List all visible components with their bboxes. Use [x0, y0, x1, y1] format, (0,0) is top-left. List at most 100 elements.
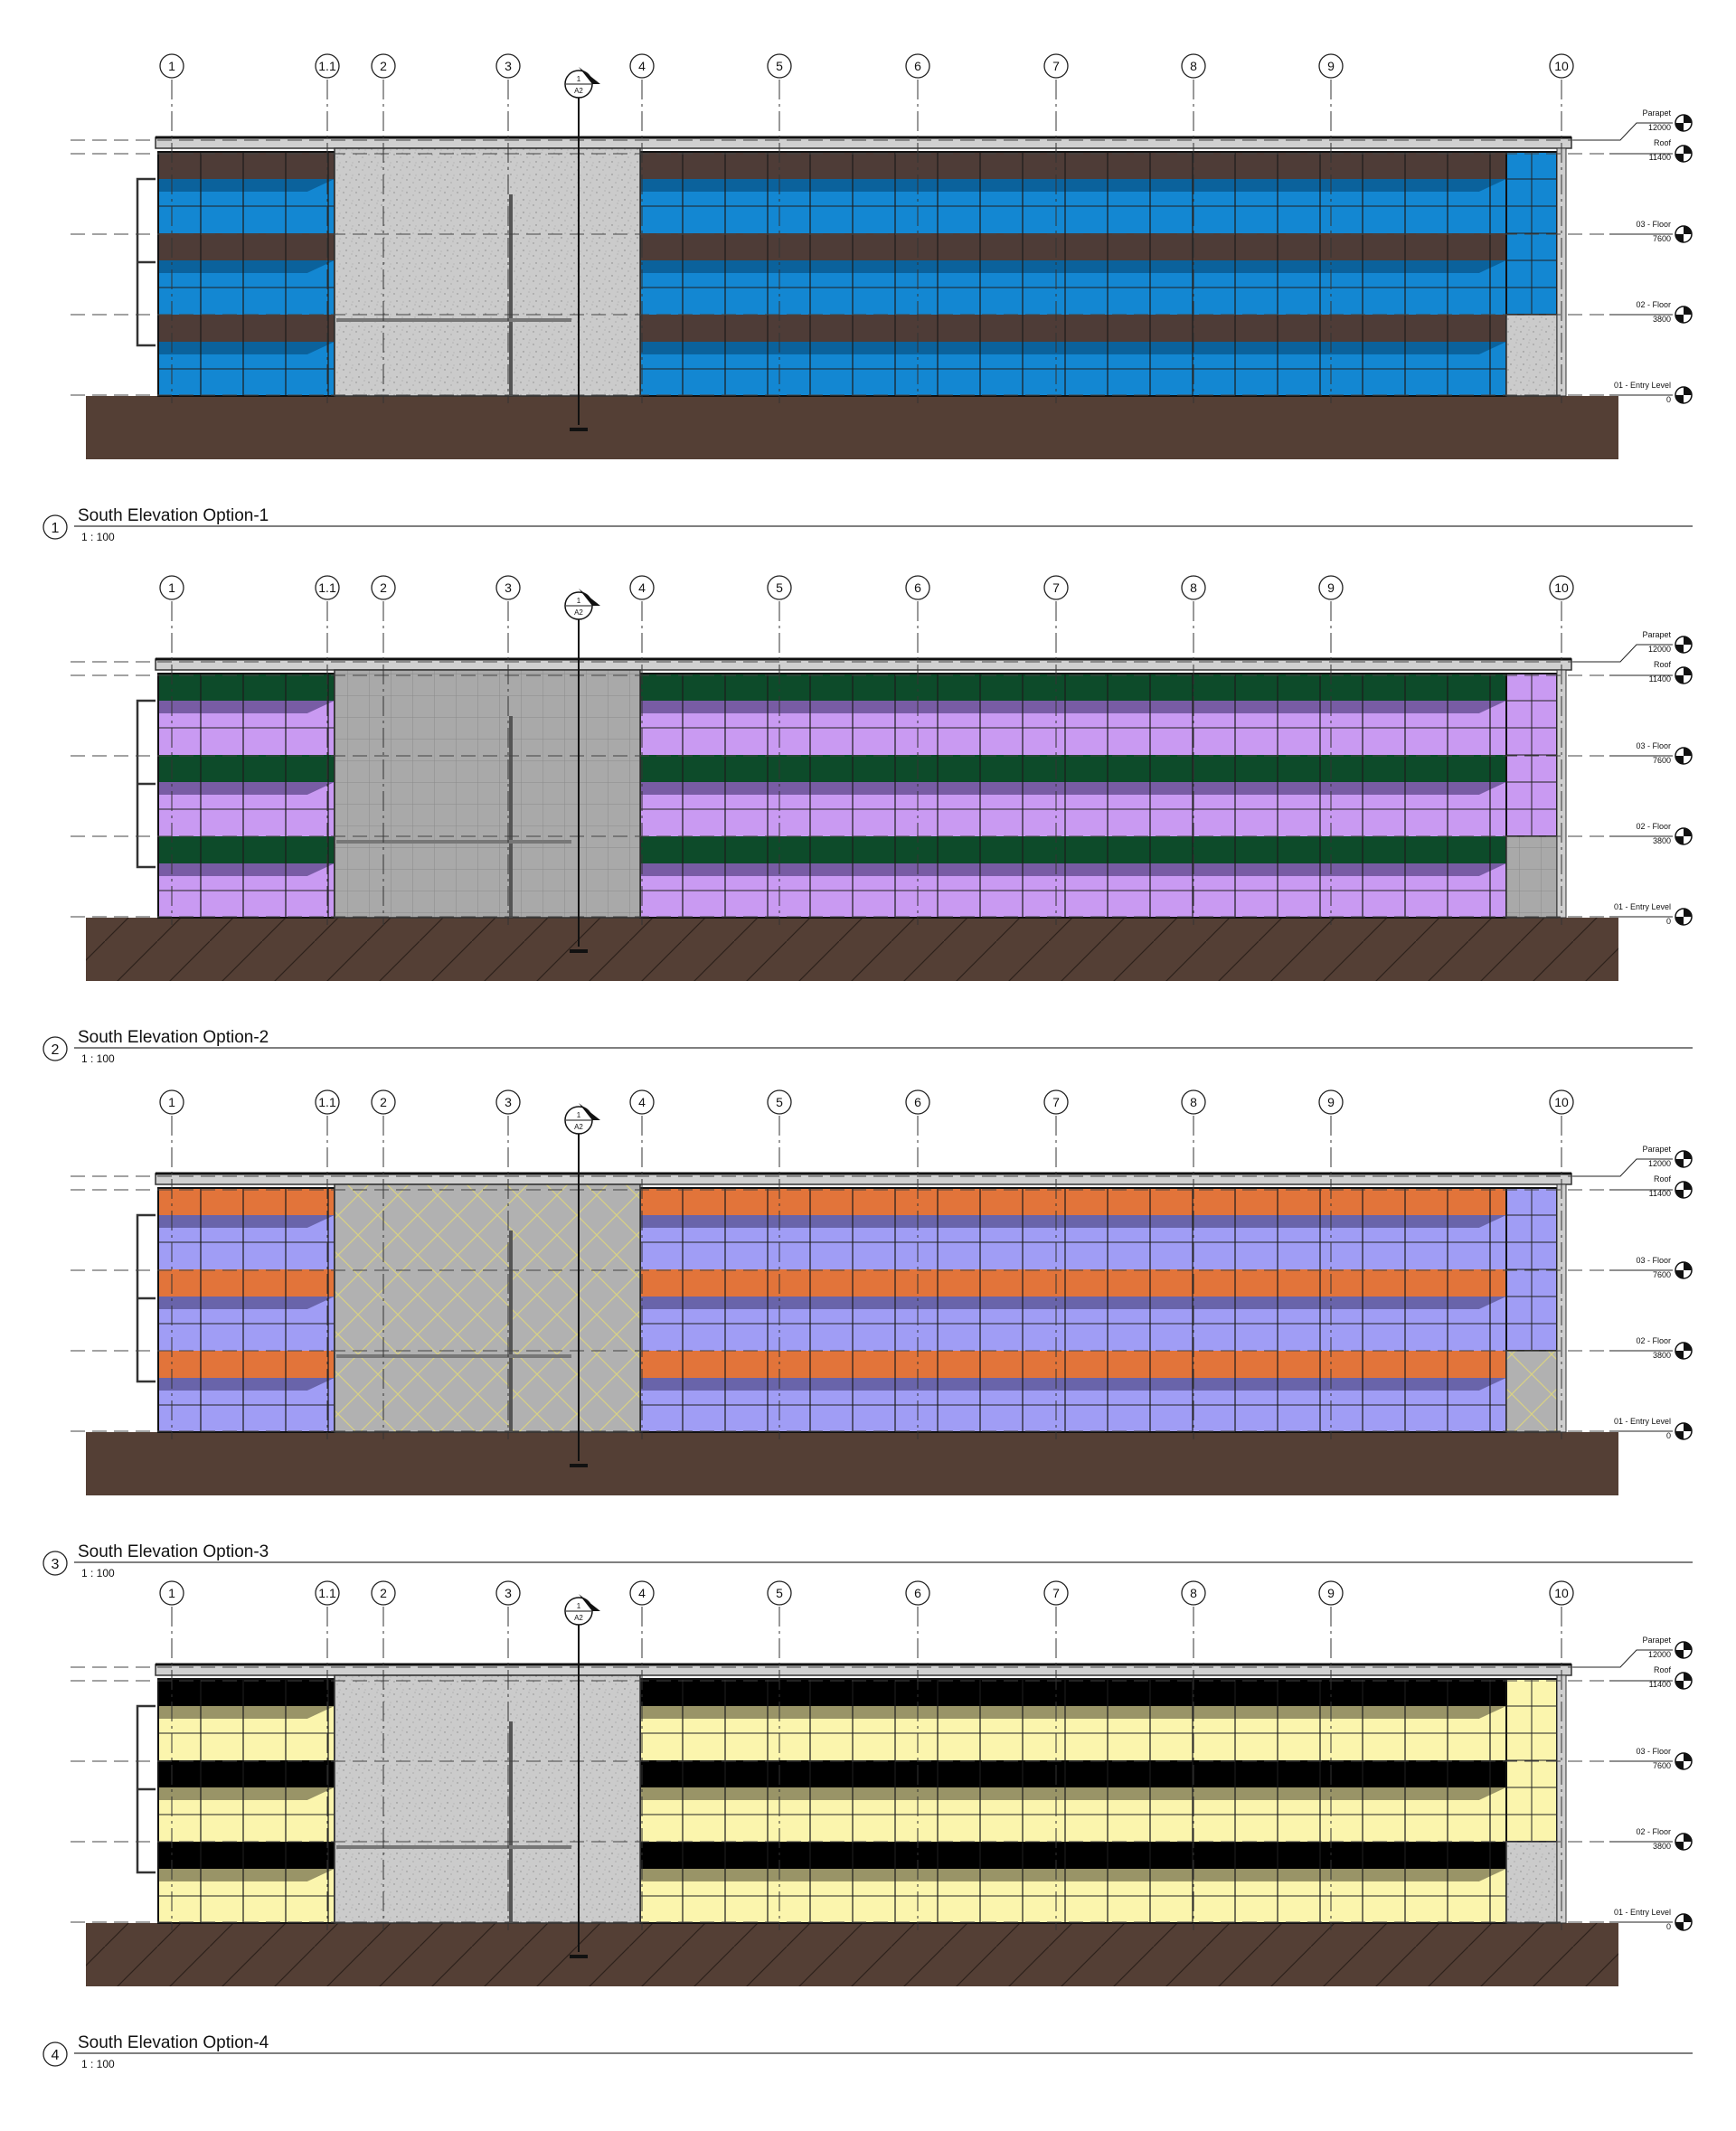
curtain-wall-bay [639, 673, 1507, 919]
grid-bubble [1318, 1089, 1344, 1115]
level-name: Roof [1654, 660, 1672, 669]
glazing-shadow [158, 1869, 335, 1881]
grid-label: 1.1 [318, 580, 336, 595]
glazing-shadow [158, 1706, 335, 1719]
view-number-bubble [42, 1551, 68, 1576]
glazing-shadow [640, 342, 1506, 354]
level-datum-quadrant [1684, 1151, 1692, 1159]
grid-label: 3 [505, 59, 512, 73]
stair-rail [136, 1704, 156, 1874]
grid-bubble [1043, 1089, 1069, 1115]
grid-label: 5 [776, 1586, 783, 1600]
level-datum-quadrant [1684, 828, 1692, 836]
grid-label: 9 [1327, 1095, 1335, 1109]
level-leader [1573, 122, 1673, 141]
level-datum-quadrant [1675, 645, 1684, 653]
level-elevation: 7600 [1653, 1270, 1671, 1279]
level-elevation: 11400 [1649, 674, 1671, 684]
grid-bubble [767, 53, 792, 79]
level-tag-2: 03 - Floor 7600 [1609, 741, 1693, 765]
level-datum-quadrant [1684, 1262, 1692, 1270]
grid-bubble [1318, 1580, 1344, 1606]
view-scale: 1 : 100 [81, 2058, 115, 2070]
glazing-shadow [640, 701, 1506, 713]
view-number: 1 [52, 521, 60, 536]
stair-rail [136, 699, 156, 869]
spandrel-band [158, 1269, 335, 1297]
level-tag-3: 02 - Floor 3800 [1609, 822, 1693, 845]
grid-bubble [1549, 53, 1574, 79]
level-datum-quadrant [1684, 387, 1692, 395]
level-name: 03 - Floor [1636, 1256, 1671, 1265]
grid-bubble [629, 1089, 655, 1115]
grid-label: 7 [1052, 580, 1060, 595]
spandrel-band [158, 674, 335, 701]
glazing-shadow [640, 1869, 1506, 1881]
level-name: 03 - Floor [1636, 741, 1671, 750]
glazing-shadow [640, 863, 1506, 876]
level-name: 02 - Floor [1636, 822, 1671, 831]
grid-label: 4 [638, 1586, 646, 1600]
grid-label: 1 [168, 1586, 175, 1600]
panel-beam [336, 1354, 571, 1358]
grid-bubble [315, 575, 340, 600]
level-datum-quadrant [1675, 756, 1684, 764]
level-tag-0: Parapet 12000 [1573, 1636, 1693, 1668]
parapet-slab [155, 1173, 1572, 1185]
level-datum-quadrant [1684, 909, 1692, 917]
curtain-wall-bay [157, 151, 335, 397]
grid-bubble [767, 1089, 792, 1115]
level-datum-quadrant [1684, 146, 1692, 154]
level-tag-4: 01 - Entry Level 0 [1609, 381, 1693, 404]
glazing-shadow [640, 179, 1506, 192]
level-tag-4: 01 - Entry Level 0 [1609, 902, 1693, 926]
curtain-wall-bay [639, 151, 1507, 397]
level-datum-quadrant [1684, 748, 1692, 756]
level-elevation: 0 [1666, 395, 1671, 404]
level-tag-2: 03 - Floor 7600 [1609, 220, 1693, 243]
view-number-bubble [42, 2041, 68, 2067]
level-datum-quadrant [1684, 1673, 1692, 1681]
level-elevation: 3800 [1653, 315, 1671, 324]
grid-bubble [315, 1089, 340, 1115]
view-title: South Elevation Option-4 [78, 2033, 269, 2052]
stair-rail [136, 1213, 156, 1383]
grid-label: 2 [380, 59, 387, 73]
grid-label: 5 [776, 59, 783, 73]
curtain-wall-bay [157, 1678, 335, 1924]
level-datum-quadrant [1684, 636, 1692, 645]
stair-base-panel [1505, 1350, 1558, 1433]
grid-label: 10 [1554, 580, 1569, 595]
exterior-stair [136, 1213, 156, 1383]
level-datum-quadrant [1675, 1159, 1684, 1167]
grid-label: 6 [914, 580, 921, 595]
grid-label: 1 [168, 1095, 175, 1109]
grid-label: 10 [1554, 1095, 1569, 1109]
view-title-block: 3 South Elevation Option-3 1 : 100 [42, 1542, 1693, 1579]
grid-label: 6 [914, 1095, 921, 1109]
level-name: Parapet [1642, 1636, 1671, 1645]
spandrel-band [158, 233, 335, 260]
ground-slab [86, 396, 1618, 459]
grid-label: 5 [776, 580, 783, 595]
level-datum-quadrant [1675, 1842, 1684, 1850]
glazing-shadow [158, 260, 335, 273]
stair-base-panel [1505, 314, 1558, 397]
grid-bubble [629, 53, 655, 79]
curtain-wall-bay [157, 673, 335, 919]
grid-label: 1.1 [318, 1586, 336, 1600]
spandrel-band [158, 1679, 335, 1706]
level-leader [1573, 1158, 1673, 1177]
level-elevation: 11400 [1649, 1680, 1671, 1689]
level-datum-quadrant [1684, 1914, 1692, 1922]
stair-base-panel [1505, 835, 1558, 919]
level-elevation: 12000 [1648, 123, 1671, 132]
exterior-stair [136, 699, 156, 869]
grid-bubble [1043, 53, 1069, 79]
grid-label: 8 [1190, 1586, 1197, 1600]
view-number: 3 [52, 1557, 60, 1572]
level-name: 02 - Floor [1636, 300, 1671, 309]
glazing-shadow [640, 1297, 1506, 1309]
level-name: 01 - Entry Level [1614, 381, 1671, 390]
level-name: Parapet [1642, 630, 1671, 639]
